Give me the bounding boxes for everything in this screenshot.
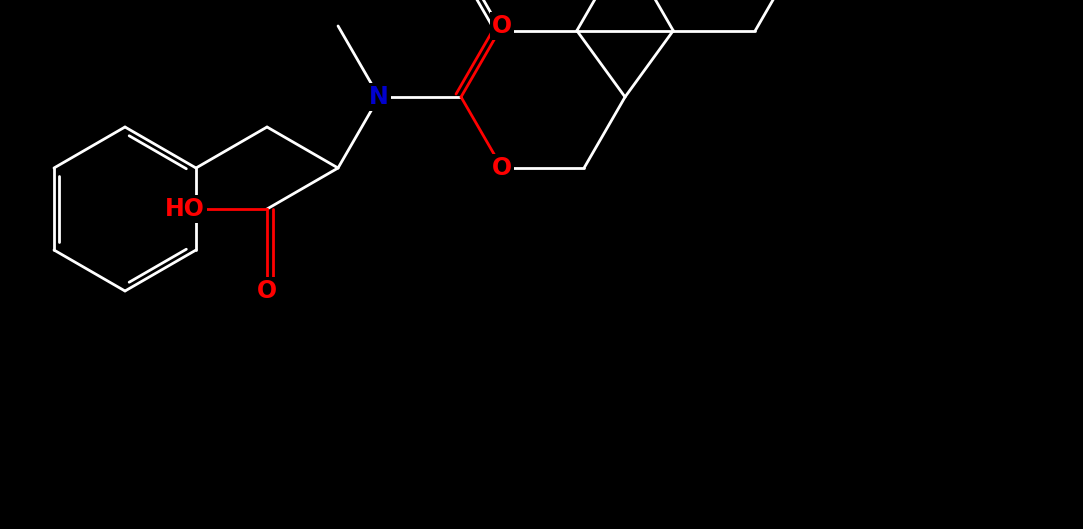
Text: O: O — [257, 279, 277, 303]
Text: HO: HO — [165, 197, 205, 221]
Text: N: N — [369, 85, 389, 109]
Text: O: O — [492, 156, 512, 180]
Text: O: O — [492, 14, 512, 38]
